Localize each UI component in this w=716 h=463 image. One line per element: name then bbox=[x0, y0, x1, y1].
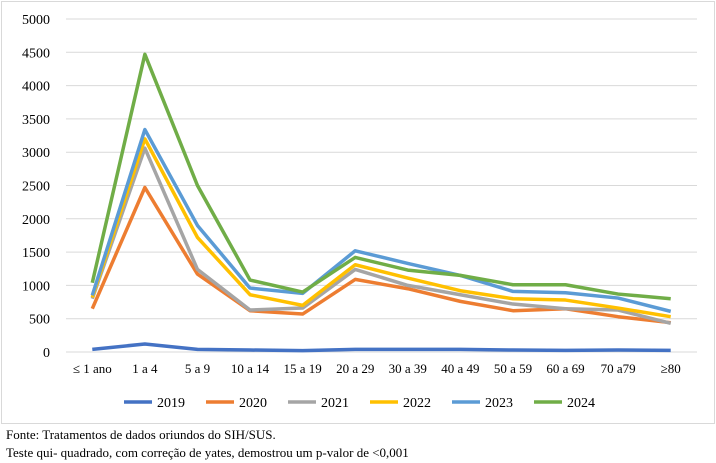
y-tick-label: 2000 bbox=[22, 213, 50, 228]
series-line-2019 bbox=[92, 342, 671, 353]
y-tick-label: 1000 bbox=[22, 279, 50, 294]
x-tick-label: ≤ 1 ano bbox=[73, 361, 112, 376]
series-line-2021 bbox=[90, 146, 672, 326]
x-tick-label: 50 a 59 bbox=[494, 361, 532, 376]
series-line-2022 bbox=[90, 137, 671, 319]
legend-label: 2020 bbox=[239, 396, 267, 411]
y-tick-label: 4000 bbox=[22, 80, 50, 95]
x-tick-label: 40 a 49 bbox=[441, 361, 479, 376]
chart-border bbox=[1, 1, 715, 424]
x-tick-label: 20 a 29 bbox=[336, 361, 374, 376]
y-tick-label: 4500 bbox=[22, 46, 50, 61]
y-tick-label: 0 bbox=[43, 346, 50, 361]
x-tick-label: 15 a 19 bbox=[283, 361, 321, 376]
y-tick-label: 5000 bbox=[22, 13, 50, 28]
series-line-2023 bbox=[90, 127, 672, 314]
x-tick-label: 70 a79 bbox=[601, 361, 636, 376]
x-tick-label: 1 a 4 bbox=[132, 361, 158, 376]
y-tick-label: 2500 bbox=[22, 180, 50, 195]
y-tick-label: 1500 bbox=[22, 246, 50, 261]
series-line-2024 bbox=[90, 52, 671, 301]
test-caption: Teste qui- quadrado, com correção de yat… bbox=[6, 445, 409, 460]
y-tick-label: 500 bbox=[29, 313, 50, 328]
legend-label: 2022 bbox=[403, 396, 431, 411]
legend-label: 2023 bbox=[485, 396, 513, 411]
legend-label: 2021 bbox=[321, 396, 349, 411]
legend-label: 2024 bbox=[567, 396, 595, 411]
line-chart: 0 500 1000 1500 2000 2500 3000 3500 4000 4500 5000… bbox=[22, 13, 697, 411]
x-tick-label: ≥80 bbox=[661, 361, 681, 376]
y-tick-label: 3500 bbox=[22, 113, 50, 128]
x-tick-label: 10 a 14 bbox=[231, 361, 270, 376]
legend-label: 2019 bbox=[157, 396, 185, 411]
x-tick-label: 5 a 9 bbox=[185, 361, 210, 376]
x-tick-label: 30 a 39 bbox=[389, 361, 427, 376]
source-caption: Fonte: Tratamentos de dados oriundos do … bbox=[6, 427, 276, 442]
y-tick-label: 3000 bbox=[22, 146, 50, 161]
x-tick-label: 60 a 69 bbox=[546, 361, 584, 376]
